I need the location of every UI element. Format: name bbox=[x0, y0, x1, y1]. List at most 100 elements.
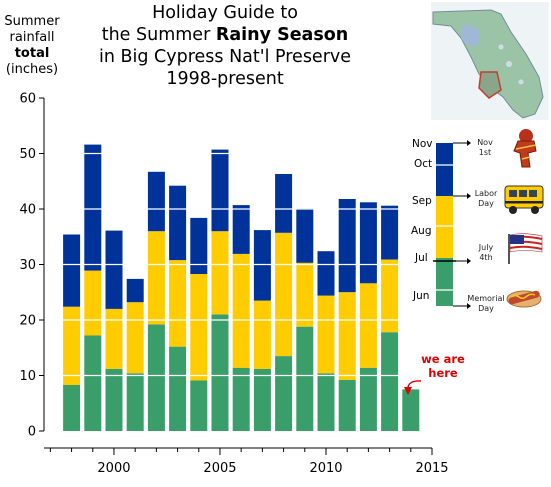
school-bus-icon bbox=[504, 185, 544, 214]
y-tick-label-0: 0 bbox=[28, 425, 36, 440]
chart-title-line-2b: Rainy Season bbox=[215, 25, 349, 45]
bar-2012-mid bbox=[359, 283, 377, 368]
legend-holiday-july-4th-line-1: July bbox=[478, 243, 494, 252]
y-axis: 0 10 20 30 40 50 60 bbox=[19, 92, 45, 440]
bar-2013-late bbox=[381, 205, 399, 260]
legend-holiday-labor-day-line-2: Day bbox=[478, 199, 494, 208]
legend-arrowhead-july bbox=[467, 258, 471, 264]
legend-bar bbox=[433, 140, 471, 309]
legend-holiday-july-4th-line-2: 4th bbox=[479, 253, 493, 262]
bar-2012-early bbox=[359, 367, 377, 431]
bar-2014-early bbox=[402, 389, 420, 431]
bar-2005-early bbox=[211, 314, 229, 431]
y-axis-title-line-3: total bbox=[14, 46, 50, 61]
x-tick-label-2005: 2005 bbox=[203, 461, 236, 476]
bar-1999-late bbox=[84, 144, 102, 271]
bar-2007-mid bbox=[253, 300, 271, 369]
bar-2002-mid bbox=[147, 231, 165, 325]
bar-2011-mid bbox=[338, 292, 356, 380]
legend-month-sep: Sep bbox=[412, 195, 432, 207]
bars-group bbox=[63, 144, 420, 431]
hot-dog-icon bbox=[506, 290, 542, 308]
autumn-scarf-icon bbox=[513, 129, 537, 168]
bar-2006-mid bbox=[232, 254, 250, 368]
bar-2010-early bbox=[317, 373, 335, 431]
bar-2005-mid bbox=[211, 231, 229, 315]
legend-arrowhead-nov bbox=[467, 140, 471, 146]
bar-1998-late bbox=[63, 234, 81, 307]
y-tick-label-30: 30 bbox=[19, 258, 36, 273]
bar-2007-early bbox=[253, 368, 271, 431]
legend-holiday-nov-1st-line-1: Nov bbox=[477, 138, 493, 147]
legend-segment-early bbox=[436, 258, 453, 306]
bar-2001-mid bbox=[126, 302, 144, 374]
legend-holiday-labor-day: Labor Day bbox=[469, 189, 503, 209]
gridlines-group bbox=[48, 152, 428, 377]
american-flag-icon bbox=[508, 233, 543, 264]
bar-2001-early bbox=[126, 373, 144, 431]
legend-holiday-nov-1st: Nov 1st bbox=[470, 138, 500, 158]
bar-2008-early bbox=[275, 356, 293, 431]
florida-map-icon bbox=[431, 2, 549, 120]
bar-2008-mid bbox=[275, 232, 293, 357]
legend-month-jun: Jun bbox=[413, 290, 430, 302]
we-are-here-annotation: we are here bbox=[418, 352, 468, 380]
legend-month-aug: Aug bbox=[411, 225, 432, 237]
legend-segment-mid bbox=[436, 196, 453, 258]
chart-title: Holiday Guide to the Summer Rainy Season… bbox=[90, 2, 360, 90]
y-axis-title: Summer rainfall total (inches) bbox=[2, 14, 62, 78]
we-are-here-line-2: here bbox=[428, 366, 458, 380]
y-axis-title-line-1: Summer bbox=[4, 14, 60, 29]
chart-title-line-3: in Big Cypress Nat'l Preserve bbox=[98, 47, 352, 67]
legend-holiday-memorial-day: Memorial Day bbox=[466, 294, 506, 314]
bar-2000-late bbox=[105, 230, 123, 309]
legend-holiday-labor-day-line-1: Labor bbox=[474, 189, 498, 198]
legend-segment-late bbox=[436, 143, 453, 196]
legend-holiday-memorial-day-line-2: Day bbox=[478, 304, 494, 313]
bar-2009-mid bbox=[296, 262, 314, 327]
bar-2001-late bbox=[126, 278, 144, 303]
bar-2006-early bbox=[232, 367, 250, 431]
bar-2002-early bbox=[147, 324, 165, 431]
bar-1998-early bbox=[63, 384, 81, 431]
legend-month-jul: Jul bbox=[415, 252, 428, 264]
bar-2010-mid bbox=[317, 295, 335, 374]
bar-2006-late bbox=[232, 205, 250, 254]
legend-month-nov: Nov bbox=[412, 138, 433, 150]
bar-1999-mid bbox=[84, 270, 102, 336]
bar-2003-early bbox=[169, 346, 187, 431]
x-tick-label-2010: 2010 bbox=[309, 461, 342, 476]
bar-2004-early bbox=[190, 380, 208, 431]
bar-2013-early bbox=[381, 332, 399, 431]
legend-arrowhead-memorial bbox=[467, 303, 471, 309]
legend-month-oct: Oct bbox=[414, 158, 433, 170]
bar-2002-late bbox=[147, 171, 165, 232]
bar-1999-early bbox=[84, 335, 102, 431]
y-axis-title-line-2: rainfall bbox=[9, 30, 55, 45]
bar-2004-late bbox=[190, 217, 208, 274]
legend-holiday-nov-1st-line-2: 1st bbox=[478, 148, 492, 157]
x-tick-label-2015: 2015 bbox=[415, 461, 448, 476]
y-tick-label-60: 60 bbox=[19, 92, 36, 107]
bar-2008-late bbox=[275, 174, 293, 233]
we-are-here-arrow bbox=[404, 380, 422, 395]
x-tick-label-2000: 2000 bbox=[97, 461, 130, 476]
bar-2009-late bbox=[296, 208, 314, 263]
bar-2010-late bbox=[317, 251, 335, 296]
bar-2005-late bbox=[211, 149, 229, 232]
legend-holiday-july-4th: July 4th bbox=[471, 243, 501, 263]
bar-2004-mid bbox=[190, 273, 208, 381]
bar-2003-mid bbox=[169, 260, 187, 347]
bar-2000-early bbox=[105, 368, 123, 431]
y-tick-label-10: 10 bbox=[19, 369, 36, 384]
chart-title-line-2: the Summer Rainy Season bbox=[90, 24, 360, 46]
chart-title-line-1: Holiday Guide to bbox=[152, 3, 298, 23]
legend-holiday-memorial-day-line-1: Memorial bbox=[467, 294, 505, 303]
bar-2012-late bbox=[359, 202, 377, 284]
bar-2000-mid bbox=[105, 308, 123, 369]
bar-2009-early bbox=[296, 326, 314, 431]
y-tick-label-20: 20 bbox=[19, 314, 36, 329]
bar-2007-late bbox=[253, 230, 271, 301]
y-tick-label-40: 40 bbox=[19, 203, 36, 218]
